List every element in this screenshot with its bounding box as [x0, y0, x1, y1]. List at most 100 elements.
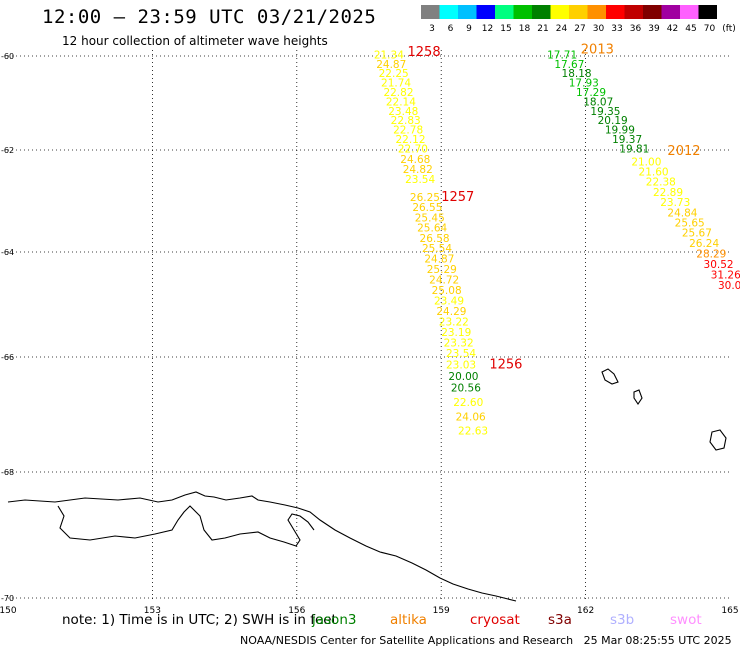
wave-height-label: 24.29 [436, 306, 466, 318]
wave-height-label: 25.65 [675, 218, 705, 230]
lon-tick-label: 150 [0, 606, 17, 616]
legend-swatch [532, 5, 551, 19]
wave-height-label: 22.38 [646, 177, 676, 189]
wave-height-label: 25.08 [432, 285, 462, 297]
track-2013: 17.7117.6718.1817.9317.2918.0719.3520.19… [547, 43, 649, 156]
wave-height-label: 22.89 [653, 187, 683, 199]
wave-height-label: 17.67 [554, 59, 584, 71]
wave-height-label: 23.49 [434, 296, 464, 308]
satellite-altika: altika [390, 612, 427, 628]
wave-height-label: 22.63 [458, 426, 488, 438]
wave-height-label: 22.25 [379, 68, 409, 80]
wave-height-label: 17.71 [547, 49, 577, 61]
wave-height-label: 24.84 [667, 207, 697, 219]
wave-height-label: 24.87 [376, 59, 406, 71]
legend-tick-label: 45 [685, 24, 696, 34]
wave-height-label: 26.25 [410, 192, 440, 204]
wave-height-label: 22.70 [398, 144, 428, 156]
legend-tick-label: 36 [630, 24, 642, 34]
island-balleny-3 [709, 429, 727, 451]
track-2012: 21.0021.6022.3822.8923.7324.8425.6525.67… [631, 144, 740, 292]
legend-swatch [458, 5, 477, 19]
wave-height-label: 20.19 [598, 115, 628, 127]
legend-unit: (ft) [722, 24, 736, 34]
wave-height-label: 24.82 [403, 164, 433, 176]
wave-height-label: 25.64 [417, 223, 447, 235]
axis-labels: -60 -62 -64 -66 -68 -70 150 153 156 159 162 165 [0, 52, 739, 616]
legend-swatch [587, 5, 606, 19]
wave-height-label: 23.54 [405, 174, 435, 186]
island-balleny-1 [601, 368, 619, 385]
wave-height-label: 30.0 [718, 280, 740, 292]
lat-tick-label: -62 [1, 146, 14, 155]
wave-height-label: 22.82 [383, 87, 413, 99]
lat-tick-label: -64 [1, 248, 14, 257]
lat-tick-label: -68 [1, 468, 14, 477]
wave-height-label: 21.34 [374, 49, 404, 61]
credit-timestamp: 25 Mar 08:25:55 UTC 2025 [583, 634, 732, 647]
legend-tick-label: 21 [537, 24, 548, 34]
track-id-label: 2013 [581, 43, 614, 58]
wave-height-label: 23.32 [444, 338, 474, 350]
track-1258: 21.3424.8722.2521.7422.8222.1423.4822.83… [374, 45, 441, 186]
lon-tick-label: 165 [721, 606, 738, 616]
legend-tick-label: 30 [593, 24, 605, 34]
wave-height-label: 17.93 [569, 78, 599, 90]
wave-height-label: 23.03 [446, 360, 476, 372]
legend-tick-label: 9 [466, 24, 472, 34]
lon-tick-label: 156 [288, 606, 305, 616]
legend-swatch [421, 5, 440, 19]
legend-swatch [495, 5, 514, 19]
legend-tick-label: 33 [611, 24, 622, 34]
legend-swatch [643, 5, 662, 19]
legend-tick-label: 18 [519, 24, 531, 34]
island-balleny-2 [633, 389, 643, 405]
wave-height-label: 23.54 [446, 348, 476, 360]
lat-tick-label: -60 [1, 52, 14, 61]
lon-tick-label: 153 [144, 606, 161, 616]
lat-tick-label: -66 [1, 353, 14, 362]
satellite-s3a: s3a [548, 612, 572, 628]
legend-tick-label: 12 [482, 24, 493, 34]
wave-height-label: 23.73 [660, 197, 690, 209]
legend-swatch [661, 5, 680, 19]
antarctic-coastline [7, 491, 517, 602]
track-id-label: 1257 [441, 190, 474, 205]
satellite-swot: swot [670, 612, 702, 628]
wave-height-label: 26.58 [420, 233, 450, 245]
legend-tick-label: 27 [574, 24, 585, 34]
wave-height-label: 25.29 [427, 264, 457, 276]
legend-swatch [550, 5, 569, 19]
wave-height-label: 24.87 [424, 254, 454, 266]
legend-swatch [624, 5, 643, 19]
satellite-jason3: jason3 [312, 612, 357, 628]
legend-swatch [606, 5, 625, 19]
track-1257: 26.2526.5525.4525.6426.5825.5424.8725.29… [410, 190, 476, 360]
legend-tick-label: 39 [648, 24, 660, 34]
wave-height-label: 31.26 [711, 269, 740, 281]
satellite-cryosat: cryosat [470, 612, 520, 628]
coastline [7, 368, 727, 602]
legend-swatch [439, 5, 458, 19]
color-legend: 3 6 9 12 15 18 21 24 27 30 33 36 39 42 45 70 (ft) [421, 5, 736, 34]
legend-swatch [680, 5, 699, 19]
wave-height-label: 17.29 [576, 87, 606, 99]
wave-height-label: 30.52 [704, 259, 734, 271]
legend-tick-label: 15 [500, 24, 511, 34]
legend-tick-label: 24 [556, 24, 568, 34]
wave-height-label: 28.29 [696, 248, 726, 260]
wave-height-label: 21.00 [631, 156, 661, 168]
legend-tick-label: 6 [448, 24, 454, 34]
wave-height-label: 24.06 [456, 411, 486, 423]
wave-height-label: 21.60 [639, 167, 669, 179]
track-id-label: 2012 [667, 144, 700, 159]
lat-lon-grid [8, 50, 730, 600]
track-id-label: 1256 [489, 358, 522, 373]
lon-tick-label: 159 [433, 606, 450, 616]
wave-height-label: 22.60 [453, 397, 483, 409]
legend-swatch [476, 5, 495, 19]
wave-height-label: 19.37 [612, 134, 642, 146]
wave-height-label: 22.83 [391, 115, 421, 127]
